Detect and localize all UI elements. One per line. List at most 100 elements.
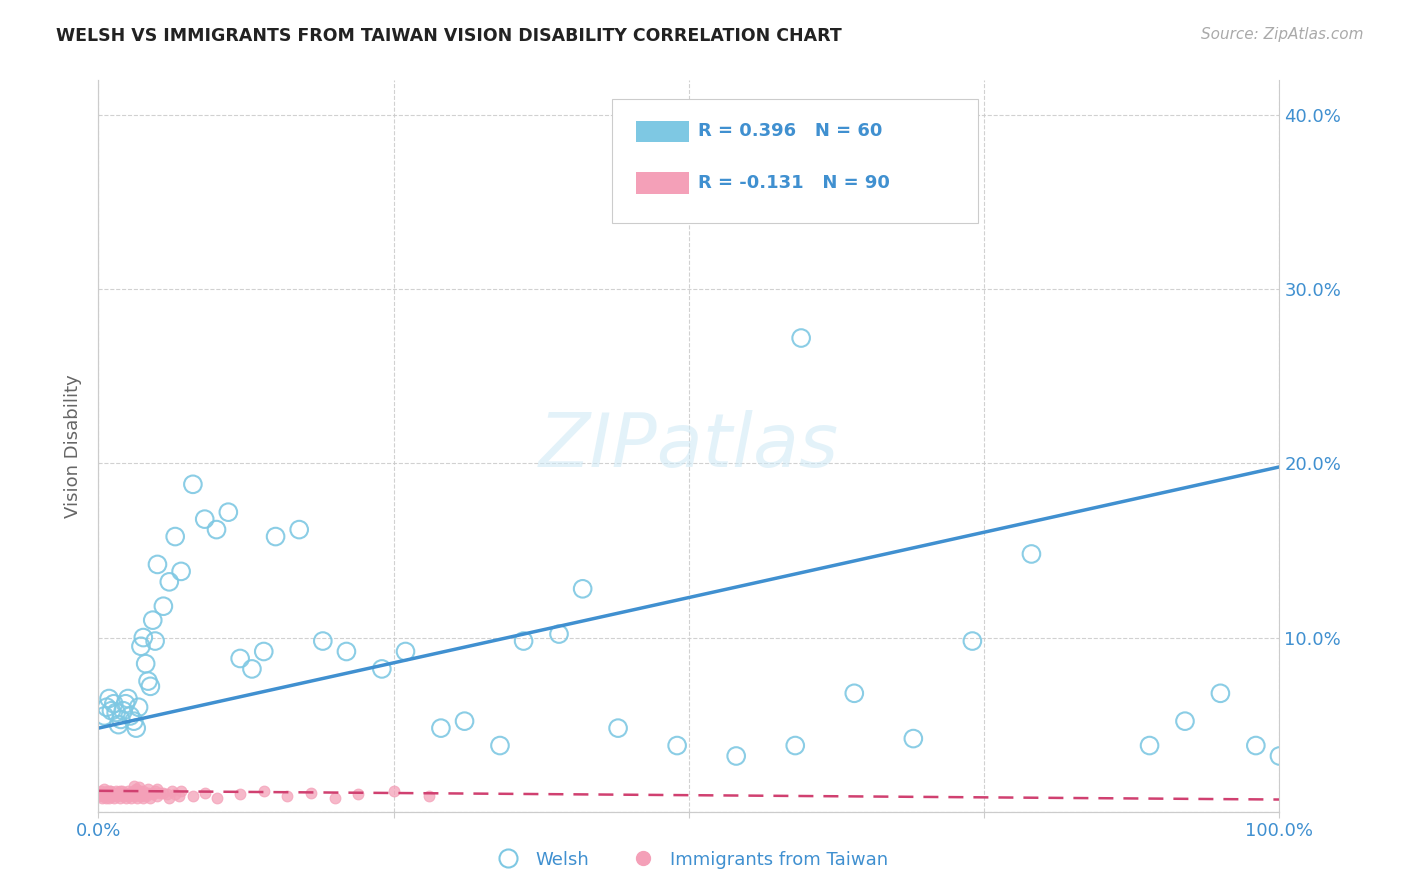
Point bbox=[382, 784, 405, 798]
Point bbox=[94, 790, 117, 805]
Point bbox=[117, 784, 139, 798]
Text: R = 0.396   N = 60: R = 0.396 N = 60 bbox=[699, 122, 883, 140]
Point bbox=[152, 599, 174, 614]
Point bbox=[276, 789, 298, 803]
Point bbox=[122, 714, 145, 728]
Point bbox=[1244, 739, 1267, 753]
Point bbox=[111, 784, 134, 798]
Point bbox=[134, 787, 156, 801]
Point bbox=[136, 674, 159, 689]
Point bbox=[181, 789, 204, 803]
Point bbox=[489, 739, 512, 753]
Point bbox=[105, 706, 128, 720]
Point bbox=[90, 787, 112, 801]
Point bbox=[129, 640, 152, 654]
Point bbox=[122, 779, 145, 793]
Point bbox=[112, 789, 135, 803]
Point bbox=[1268, 749, 1291, 764]
Point bbox=[152, 786, 174, 800]
Point bbox=[96, 700, 118, 714]
Point bbox=[90, 784, 112, 798]
Text: Source: ZipAtlas.com: Source: ZipAtlas.com bbox=[1201, 27, 1364, 42]
Point bbox=[93, 709, 115, 723]
Point bbox=[142, 613, 165, 627]
Point bbox=[96, 784, 118, 798]
Point bbox=[128, 787, 150, 801]
Point bbox=[125, 786, 148, 800]
Point bbox=[105, 789, 128, 803]
Point bbox=[120, 786, 142, 800]
Point bbox=[107, 786, 129, 800]
Point bbox=[142, 786, 165, 800]
Point bbox=[790, 331, 813, 345]
Point bbox=[115, 787, 138, 801]
Point bbox=[125, 721, 148, 735]
Point bbox=[112, 789, 135, 803]
Point bbox=[97, 787, 120, 801]
Point bbox=[142, 787, 165, 801]
Point bbox=[104, 787, 127, 801]
Point bbox=[1174, 714, 1197, 728]
FancyBboxPatch shape bbox=[612, 99, 979, 223]
Point bbox=[128, 700, 150, 714]
Point bbox=[136, 786, 159, 800]
Point bbox=[229, 651, 252, 665]
Point bbox=[205, 790, 228, 805]
Point bbox=[98, 790, 121, 805]
Point bbox=[120, 709, 142, 723]
Point bbox=[136, 782, 159, 797]
Point bbox=[418, 789, 440, 803]
Point bbox=[103, 697, 125, 711]
Point bbox=[121, 787, 143, 801]
Point bbox=[93, 782, 115, 797]
Point bbox=[165, 530, 187, 544]
Point bbox=[135, 657, 157, 671]
Y-axis label: Vision Disability: Vision Disability bbox=[65, 374, 83, 518]
Point bbox=[114, 697, 136, 711]
Point bbox=[135, 789, 157, 803]
Point bbox=[785, 739, 807, 753]
Point bbox=[181, 477, 204, 491]
Point bbox=[110, 713, 132, 727]
Point bbox=[512, 634, 534, 648]
Point bbox=[205, 523, 228, 537]
Point bbox=[105, 784, 128, 798]
Point bbox=[121, 790, 143, 805]
Point bbox=[1209, 686, 1232, 700]
Point bbox=[371, 662, 394, 676]
Point bbox=[132, 784, 155, 798]
Point bbox=[94, 786, 117, 800]
Point bbox=[844, 686, 866, 700]
Point bbox=[903, 731, 925, 746]
Legend: Welsh, Immigrants from Taiwan: Welsh, Immigrants from Taiwan bbox=[482, 844, 896, 876]
Point bbox=[89, 789, 111, 803]
Point bbox=[105, 787, 128, 801]
Point bbox=[98, 784, 121, 798]
Point bbox=[112, 704, 135, 718]
Point bbox=[347, 787, 370, 801]
Point bbox=[117, 691, 139, 706]
Point bbox=[101, 786, 124, 800]
Point bbox=[94, 789, 117, 803]
Point bbox=[139, 790, 162, 805]
Point bbox=[149, 786, 172, 800]
Point bbox=[129, 789, 152, 803]
Point bbox=[100, 789, 122, 803]
Point bbox=[312, 634, 335, 648]
Point bbox=[156, 787, 179, 801]
Point bbox=[97, 786, 120, 800]
Point bbox=[394, 644, 416, 658]
Point bbox=[89, 786, 111, 800]
Point bbox=[165, 787, 187, 801]
Point bbox=[157, 790, 180, 805]
Point bbox=[253, 644, 276, 658]
Point bbox=[103, 790, 125, 805]
Point bbox=[143, 634, 166, 648]
Text: R = -0.131   N = 90: R = -0.131 N = 90 bbox=[699, 174, 890, 192]
Point bbox=[114, 790, 136, 805]
Point bbox=[118, 789, 141, 803]
Point bbox=[962, 634, 984, 648]
Point bbox=[1021, 547, 1043, 561]
Point bbox=[194, 512, 217, 526]
Point bbox=[97, 789, 120, 803]
